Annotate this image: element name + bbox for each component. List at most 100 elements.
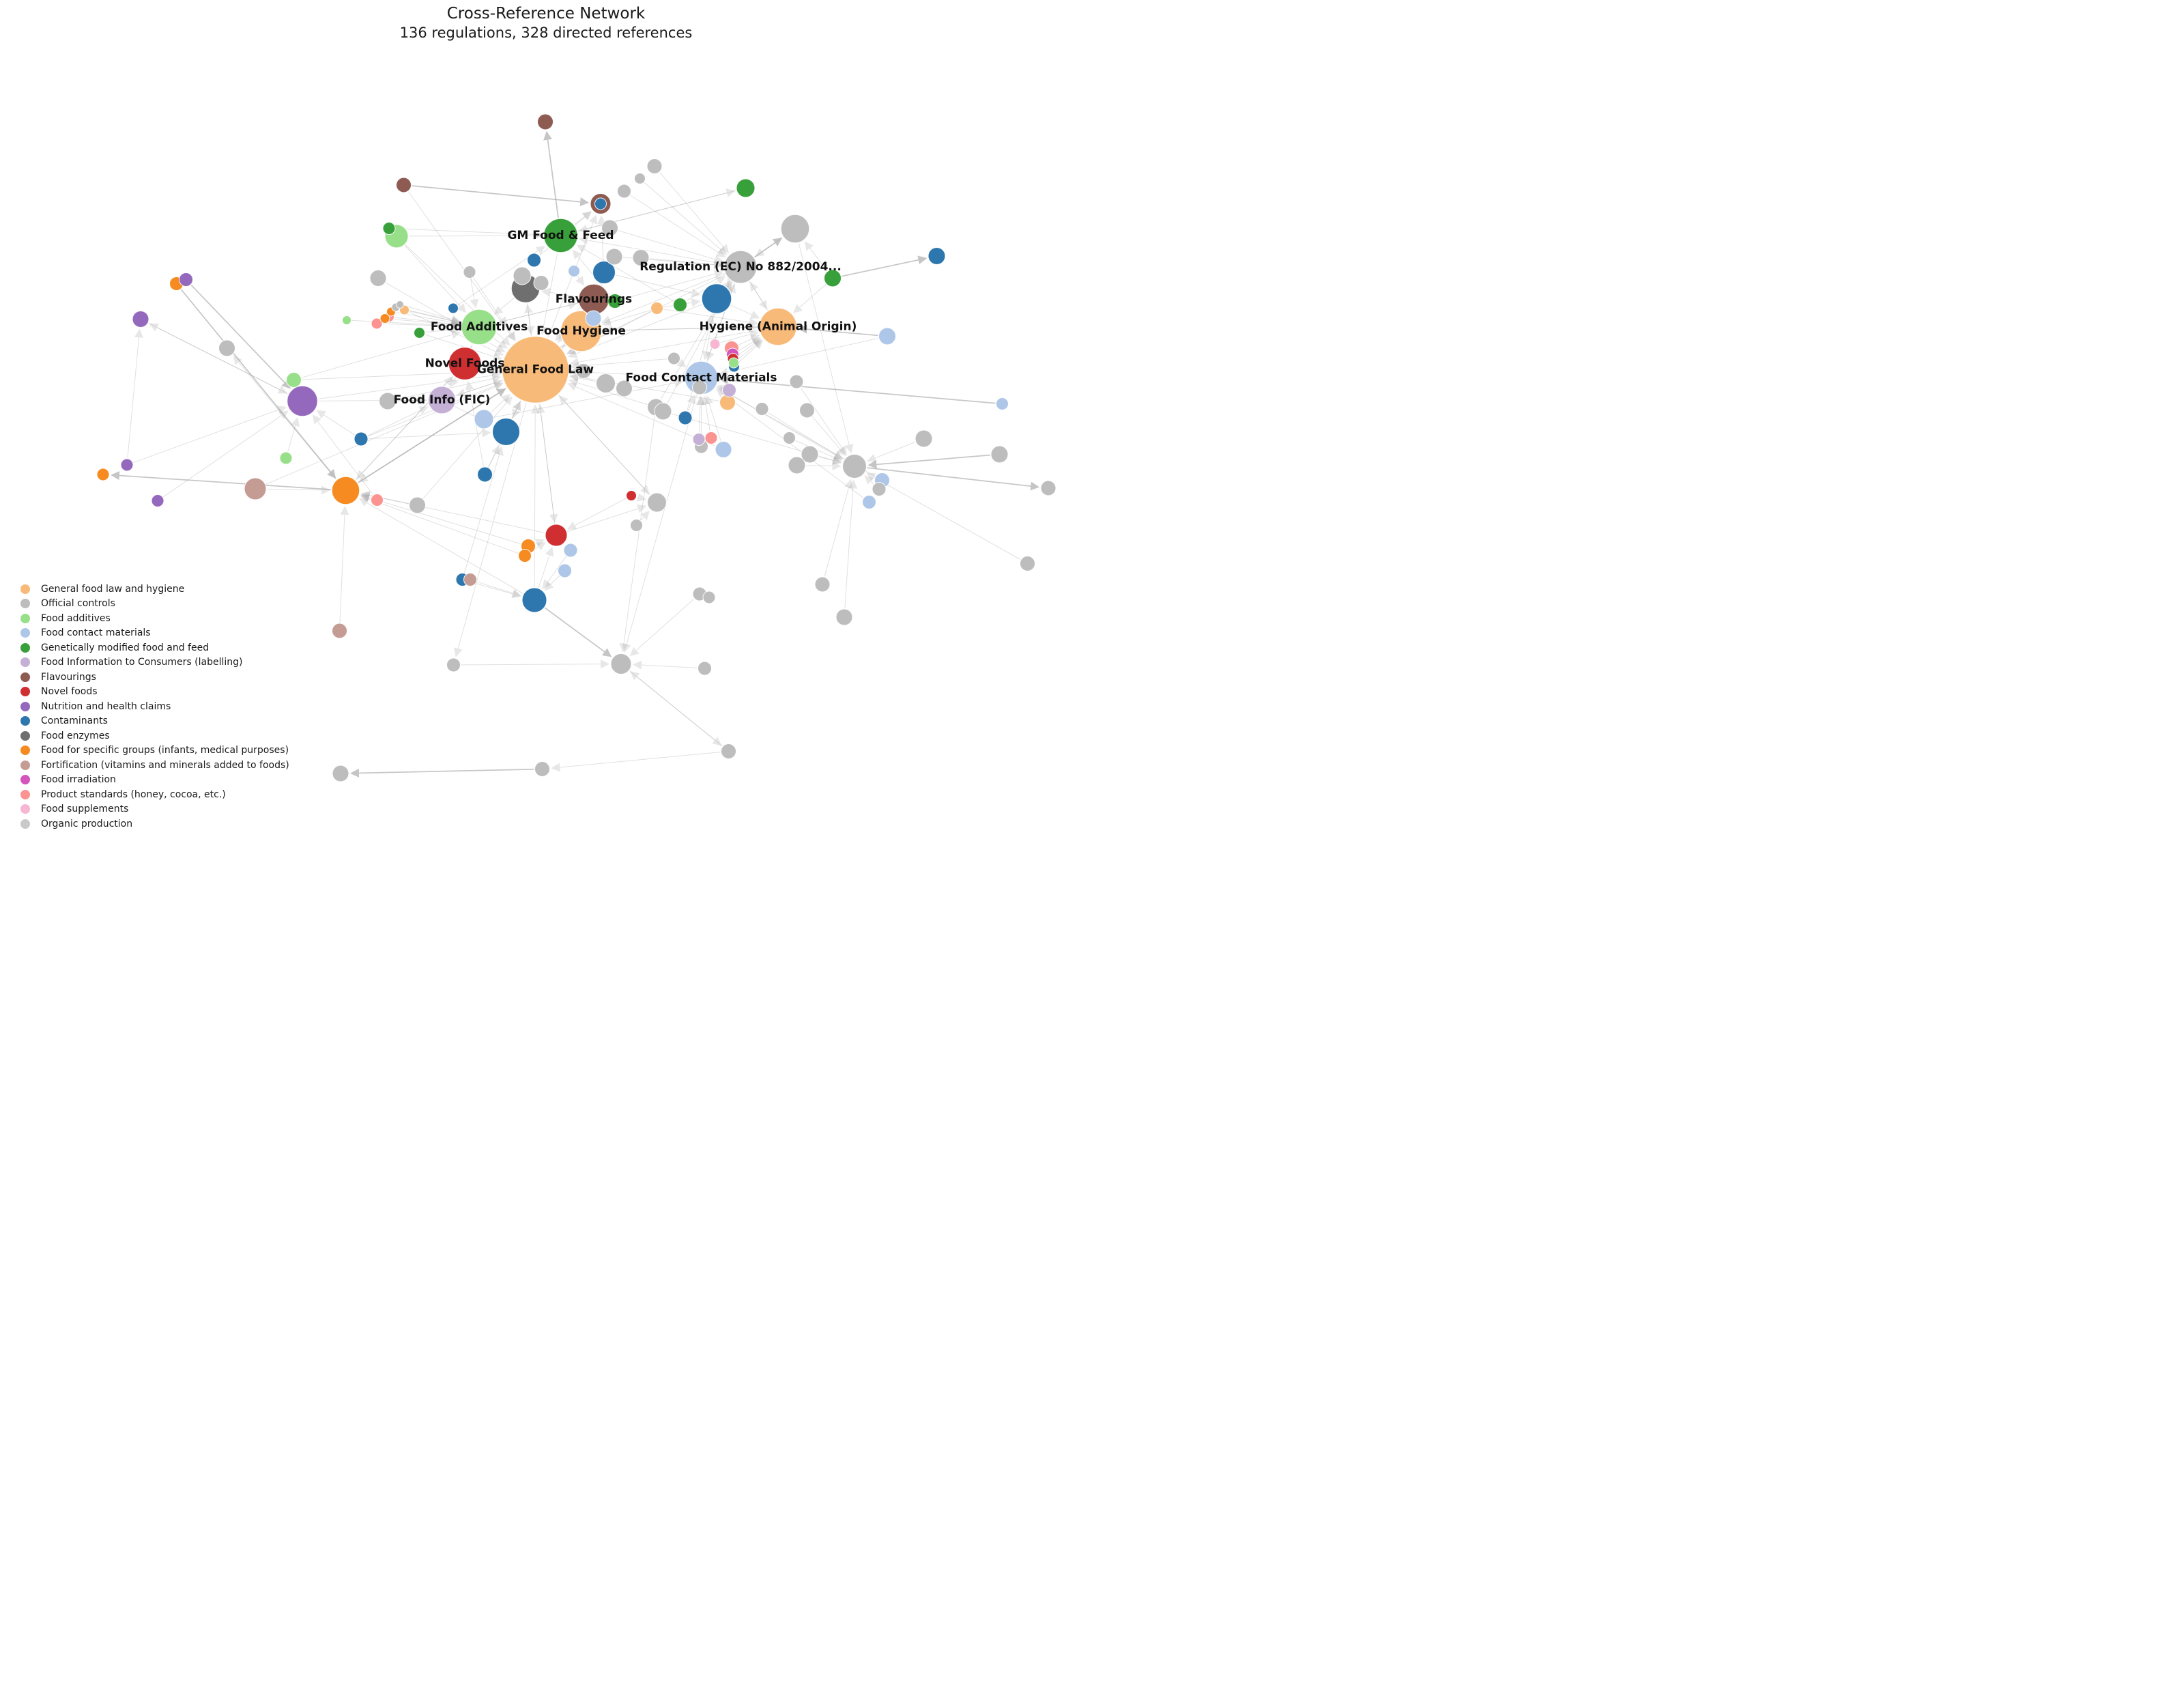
edge [368,428,491,439]
legend-dot-icon [20,789,30,799]
network-node [626,490,637,501]
edge [470,279,479,309]
edge [425,334,502,361]
network-node [463,573,477,586]
legend-item: Novel foods [20,685,289,700]
network-node [701,283,732,315]
network-node [605,248,623,266]
edge [753,238,783,258]
network-node [558,563,572,578]
edge [842,255,928,277]
network-node [120,458,134,472]
network-node [650,302,663,315]
edge [622,394,698,653]
network-node [286,372,302,388]
edge [488,445,500,468]
edge [127,328,143,459]
edge [404,244,467,313]
legend-item-label: Flavourings [41,671,96,683]
edge [493,378,684,418]
network-node [563,543,578,558]
network-node [647,492,667,513]
edge [382,322,461,331]
node-label: GM Food & Feed [507,229,614,242]
edge [133,406,287,464]
legend-dot-icon [20,760,30,770]
edge [575,276,584,286]
edge [469,581,521,599]
network-node [702,591,716,604]
legend-dot-icon [20,716,30,726]
legend-item-label: Novel foods [41,686,98,698]
edge [867,454,991,469]
edge [425,325,461,335]
edge [640,510,650,521]
edge [554,345,565,354]
legend-dot-icon [20,730,30,741]
network-node [872,482,887,496]
edge [687,395,695,411]
network-node-general-food-law [501,335,570,404]
network-node [179,272,193,287]
edge [630,195,726,257]
edge [865,472,1021,560]
edge [397,396,427,406]
network-node [594,197,607,210]
edge [400,308,461,325]
edge [497,300,578,324]
edge [491,393,511,412]
legend-item-label: Product standards (honey, cocoa, etc.) [41,789,226,800]
edge [636,493,647,502]
edge [543,130,559,218]
network-node [692,433,706,446]
network-node [474,409,494,429]
edge [601,272,725,324]
edge [266,485,331,495]
edge [351,320,461,330]
edge [676,358,687,368]
legend-item-label: Food supplements [41,804,129,815]
edge [482,361,502,371]
legend-item-label: Official controls [41,598,115,610]
edge [793,284,827,313]
edge [463,446,504,573]
network-node [244,477,267,500]
edge [180,289,336,479]
network-node [990,445,1009,464]
network-node [342,315,351,325]
network-node [151,494,164,507]
edge [394,317,461,328]
edge [844,479,858,609]
network-node [673,298,687,312]
edge [811,416,846,457]
network-node [789,374,804,389]
network-node [801,445,819,464]
legend-dot-icon [20,584,30,594]
edge [530,404,540,588]
edge [360,491,545,533]
legend-dot-icon [20,819,30,829]
network-node [755,402,769,416]
edge [450,377,459,388]
edge [544,576,560,591]
edge [566,498,627,530]
network-node [286,385,319,417]
network-node [448,302,459,314]
network-node [617,184,631,199]
legend-item-label: Nutrition and health claims [41,700,171,712]
network-node [835,608,853,626]
network-node [610,653,632,674]
edge [538,547,554,588]
edge [602,309,651,327]
network-node [545,524,568,547]
edge [867,442,916,462]
network-figure: Cross-Reference Network 136 regulations,… [0,0,1092,852]
edge [539,403,558,524]
network-node [518,549,532,563]
edge [493,298,515,315]
network-node [96,468,110,481]
edge [615,274,701,298]
network-node [601,219,618,237]
edge [456,380,504,397]
legend-item: Food for specific groups (infants, medic… [20,743,289,758]
